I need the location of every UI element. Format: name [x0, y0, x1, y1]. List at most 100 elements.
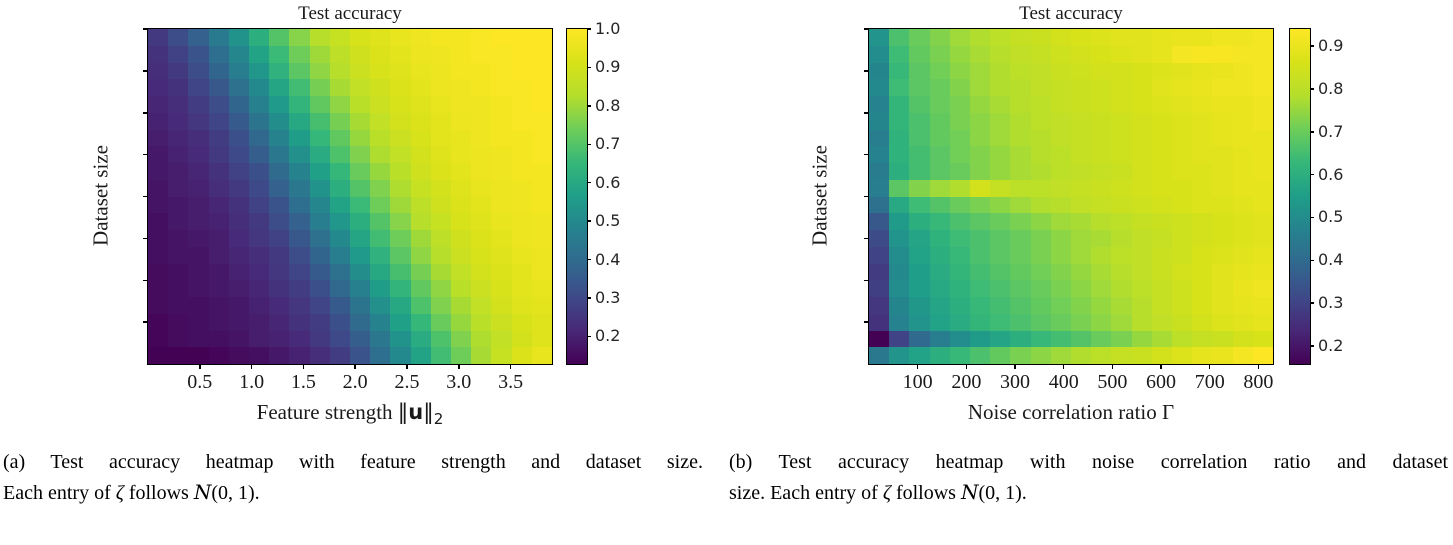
heatmap-cell [949, 163, 970, 180]
heatmap-cell [1111, 313, 1132, 331]
colorbar-tickmark [1310, 259, 1314, 262]
heatmap-cell [329, 179, 350, 197]
x-tick-label: 2.0 [342, 371, 368, 393]
heatmap-cell [168, 213, 189, 230]
x-axis-label-part: ‖ [423, 400, 434, 424]
heatmap-cell [228, 29, 249, 46]
heatmap-cell [949, 330, 970, 348]
heatmap-cell [249, 280, 270, 297]
heatmap-cell [1192, 347, 1213, 364]
caption-line-part: N [193, 480, 212, 504]
heatmap-cell [289, 230, 310, 247]
y-tickmark [864, 237, 869, 240]
heatmap-cell [531, 263, 552, 281]
heatmap-cell [1050, 79, 1071, 96]
heatmap-cell [410, 146, 431, 163]
heatmap-cell [430, 297, 451, 314]
heatmap-cell [511, 230, 532, 247]
heatmap-cell [1030, 79, 1051, 96]
y-tickmark [864, 195, 869, 198]
heatmap-cell [1071, 29, 1092, 46]
heatmap-cell [289, 79, 310, 96]
heatmap-cell [148, 230, 169, 247]
heatmap-cell [208, 330, 229, 348]
heatmap-cell [1232, 263, 1253, 281]
heatmap-cell [350, 179, 371, 197]
heatmap-cell [329, 280, 350, 297]
heatmap-cell [1111, 263, 1132, 281]
heatmap-cell [1010, 62, 1031, 80]
x-tickmark [199, 364, 201, 369]
heatmap-cell [309, 313, 330, 331]
heatmap-cell [970, 146, 991, 163]
heatmap-cell [970, 297, 991, 314]
heatmap-cell [1071, 330, 1092, 348]
heatmap-cell [410, 163, 431, 180]
heatmap-cell [208, 347, 229, 364]
heatmap-cell [269, 263, 290, 281]
heatmap-cell [949, 297, 970, 314]
heatmap-cell [531, 313, 552, 331]
heatmap-cell [451, 79, 472, 96]
heatmap-cell [269, 112, 290, 130]
heatmap-cell [410, 313, 431, 331]
heatmap-cell [329, 330, 350, 348]
heatmap-cell [1192, 62, 1213, 80]
heatmap-cell [1111, 129, 1132, 147]
heatmap-cell [889, 297, 910, 314]
heatmap-cell [1212, 129, 1233, 147]
heatmap-cell [410, 246, 431, 264]
y-tickmark [143, 195, 148, 198]
heatmap-cell [269, 280, 290, 297]
heatmap-cell [491, 280, 512, 297]
heatmap-cell [990, 146, 1011, 163]
heatmap-cell [228, 196, 249, 214]
heatmap-cell [1151, 213, 1172, 230]
x-axis-label-part: Feature strength [256, 400, 398, 424]
heatmap-cell [1010, 280, 1031, 297]
heatmap-cell [869, 313, 890, 331]
heatmap-cell [390, 45, 411, 63]
heatmap-cell [1232, 45, 1253, 63]
heatmap-cell [390, 297, 411, 314]
y-tickmark [143, 28, 148, 30]
heatmap-cell [1212, 179, 1233, 197]
heatmap-cell [970, 29, 991, 46]
heatmap-cell [531, 45, 552, 63]
heatmap-cell [1050, 263, 1071, 281]
heatmap-cell [471, 263, 492, 281]
heatmap-cell [1071, 196, 1092, 214]
heatmap-cell [1131, 129, 1152, 147]
heatmap-cell [1232, 29, 1253, 46]
heatmap-cell [970, 313, 991, 331]
heatmap-cell [390, 246, 411, 264]
heatmap-cell [1252, 112, 1273, 130]
heatmap-cell [430, 179, 451, 197]
heatmap-cell [929, 313, 950, 331]
heatmap-cell [1172, 29, 1193, 46]
heatmap-cell [451, 29, 472, 46]
colorbar-tick-label: 0.8 [1318, 78, 1344, 98]
heatmap-cell [188, 347, 209, 364]
heatmap-cell [350, 246, 371, 264]
heatmap-cell [1172, 96, 1193, 113]
heatmap-cell [909, 347, 930, 364]
heatmap-cell [289, 29, 310, 46]
heatmap-cell [1232, 146, 1253, 163]
heatmap-cell [1212, 246, 1233, 264]
heatmap-cell [329, 263, 350, 281]
caption-line: (a) Test accuracy heatmap with feature s… [3, 451, 703, 473]
heatmap-cell [990, 297, 1011, 314]
heatmap-cell [1232, 246, 1253, 264]
heatmap-cell [1111, 297, 1132, 314]
heatmap-cell [1212, 79, 1233, 96]
heatmap-cell [1232, 347, 1253, 364]
heatmap-cell [1131, 330, 1152, 348]
heatmap-cell [1091, 213, 1112, 230]
heatmap-cell [1232, 280, 1253, 297]
colorbar-tick-label: 0.3 [595, 287, 621, 307]
heatmap-cell [531, 29, 552, 46]
heatmap-cell [1131, 45, 1152, 63]
heatmap-cell [1212, 330, 1233, 348]
heatmap-cell [228, 179, 249, 197]
